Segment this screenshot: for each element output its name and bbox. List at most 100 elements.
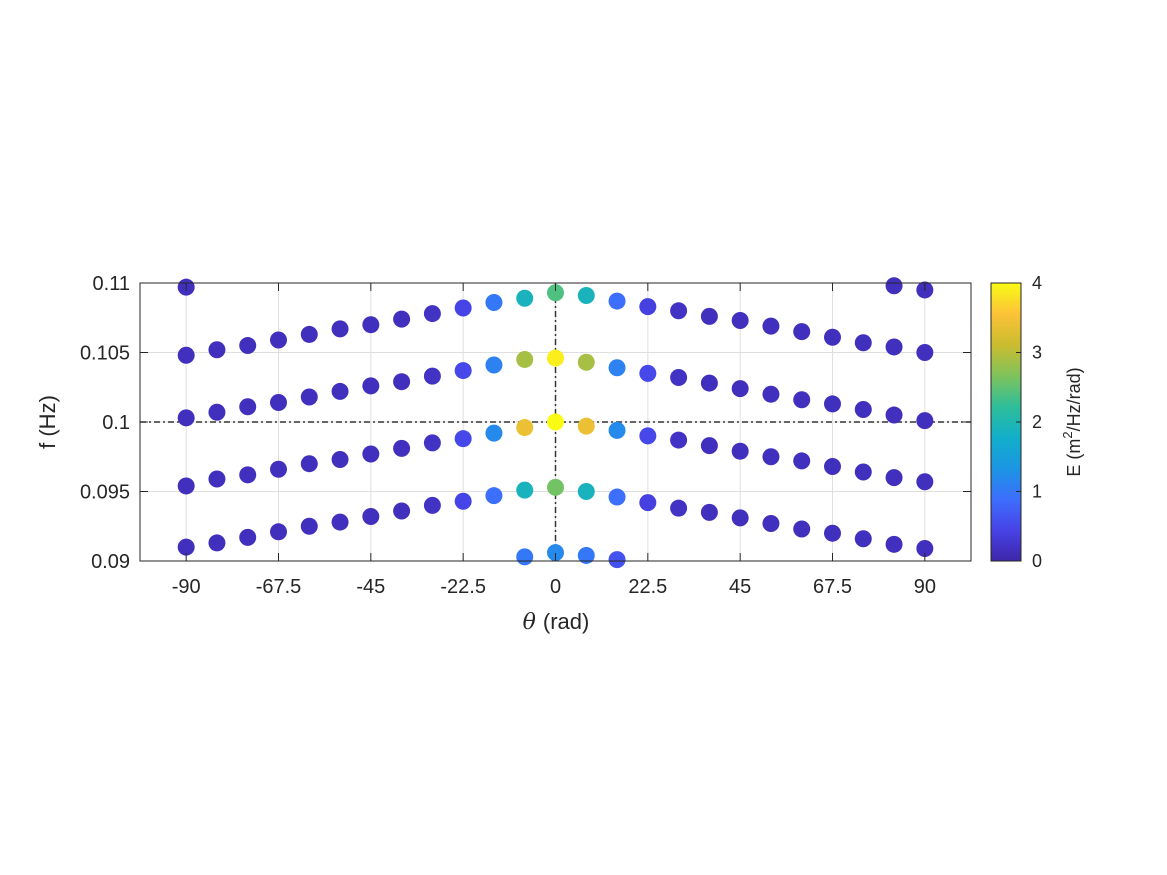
data-point	[177, 538, 195, 556]
x-axis-label-symbol: θ	[523, 610, 536, 635]
data-point	[331, 451, 349, 469]
data-point	[885, 535, 903, 553]
data-point	[700, 503, 718, 521]
data-point	[731, 509, 749, 527]
data-point	[854, 400, 872, 418]
data-point	[516, 548, 534, 566]
data-point	[362, 445, 380, 463]
data-point	[485, 356, 503, 374]
data-point	[177, 346, 195, 364]
data-point	[885, 406, 903, 424]
data-point	[331, 382, 349, 400]
data-point	[731, 312, 749, 330]
data-point	[793, 323, 811, 341]
data-point	[577, 287, 595, 305]
data-point	[916, 412, 934, 430]
data-point	[793, 452, 811, 470]
data-point	[700, 307, 718, 325]
data-point	[762, 514, 780, 532]
data-point	[393, 310, 411, 328]
data-point	[485, 487, 503, 505]
y-tick-label: 0.105	[80, 343, 130, 365]
data-point	[362, 316, 380, 334]
y-tick-label: 0.09	[91, 551, 130, 573]
x-tick-label: 0	[550, 576, 561, 598]
colorbar-ticks: 0 1 2 3 4	[1016, 273, 1042, 571]
data-point	[454, 299, 472, 317]
data-point	[547, 478, 564, 496]
data-point	[239, 528, 257, 546]
data-point	[485, 424, 503, 442]
data-point	[854, 463, 872, 481]
data-point	[331, 320, 349, 338]
data-point	[731, 380, 749, 398]
data-point	[670, 369, 688, 387]
data-point	[916, 344, 934, 361]
data-point	[547, 413, 564, 431]
data-point	[393, 373, 411, 391]
data-point	[270, 331, 287, 349]
y-tick-label: 0.11	[93, 273, 130, 295]
x-tick-label: 90	[914, 576, 936, 598]
data-point	[300, 388, 318, 406]
data-point	[516, 419, 534, 437]
data-point	[885, 277, 903, 295]
data-point	[639, 427, 657, 445]
data-point	[516, 481, 534, 499]
x-tick-label: 22.5	[628, 576, 667, 598]
data-point	[731, 442, 749, 460]
data-point	[239, 466, 257, 484]
data-point	[331, 513, 349, 531]
x-tick-label: 45	[729, 576, 751, 598]
data-point	[577, 546, 595, 564]
data-point	[824, 524, 841, 542]
data-point	[700, 374, 718, 392]
data-point	[454, 492, 472, 510]
x-axis-label-unit: (rad)	[543, 609, 589, 634]
data-point	[393, 439, 411, 457]
data-point	[916, 473, 934, 491]
x-tick-label: -67.5	[256, 576, 302, 598]
colorbar-label-superscript: 2	[1060, 431, 1075, 438]
y-tick-label: 0.095	[80, 482, 130, 504]
data-point	[423, 434, 441, 452]
data-point	[608, 551, 626, 569]
data-point	[762, 448, 780, 466]
colorbar-tick-label: 0	[1032, 551, 1042, 571]
colorbar-tick-label: 1	[1032, 482, 1042, 502]
data-point	[824, 457, 841, 475]
data-point	[516, 350, 534, 368]
data-point	[423, 305, 441, 323]
colorbar-label: E (m2/Hz/rad)	[1060, 367, 1084, 476]
data-point	[177, 477, 195, 495]
data-point	[270, 460, 287, 478]
data-point	[639, 364, 657, 382]
data-point	[793, 391, 811, 409]
colorbar-tick-label: 3	[1032, 343, 1042, 363]
data-point	[239, 337, 257, 355]
data-point	[854, 334, 872, 352]
data-point	[824, 328, 841, 346]
data-point	[700, 437, 718, 455]
data-point	[885, 338, 903, 356]
data-point	[423, 367, 441, 385]
data-point	[208, 534, 226, 552]
data-point	[300, 325, 318, 343]
colorbar-tick-label: 2	[1032, 412, 1042, 432]
data-point	[208, 470, 226, 488]
data-point	[393, 502, 411, 520]
data-point	[824, 395, 841, 413]
data-point	[516, 289, 534, 307]
colorbar-label-prefix: E (m	[1064, 439, 1084, 477]
colorbar-label-suffix: /Hz/rad)	[1064, 367, 1084, 431]
x-tick-label: -90	[172, 576, 201, 598]
data-point	[762, 317, 780, 335]
data-point	[608, 292, 626, 310]
data-point	[608, 359, 626, 377]
data-point	[454, 362, 472, 380]
data-point	[577, 353, 595, 371]
data-point	[670, 499, 688, 517]
data-point	[670, 431, 688, 449]
data-point	[270, 523, 287, 541]
